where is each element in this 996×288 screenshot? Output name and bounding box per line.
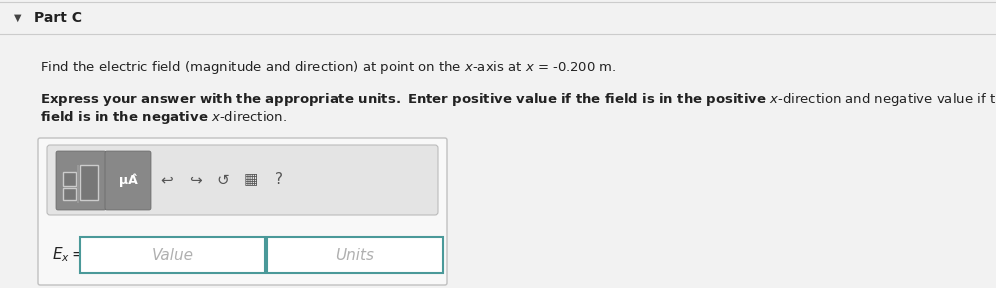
Bar [63, 188, 76, 200]
Text: Find the electric field (magnitude and direction) at point on the $\it{x}$-axis : Find the electric field (magnitude and d… [40, 60, 617, 77]
FancyBboxPatch shape [47, 145, 438, 215]
Bar [80, 237, 265, 273]
Text: ?: ? [275, 173, 283, 187]
Text: $\mathbf{Express\ your\ answer\ with\ the\ appropriate\ units.\ Enter\ positive\: $\mathbf{Express\ your\ answer\ with\ th… [40, 92, 996, 109]
Text: ↩: ↩ [160, 173, 173, 187]
Text: $\mathbf{field\ is\ in\ the\ negative\ }$$\mathbf{\mathit{x}}$$\mathbf{\text{-di: $\mathbf{field\ is\ in\ the\ negative\ }… [40, 109, 287, 126]
Text: μÂ: μÂ [119, 174, 137, 187]
Text: ↺: ↺ [216, 173, 229, 187]
Bar [63, 172, 76, 186]
Bar [267, 237, 443, 273]
Text: Part C: Part C [34, 11, 82, 25]
Text: ▦: ▦ [244, 173, 258, 187]
Text: $E_{x}$ =: $E_{x}$ = [52, 246, 85, 264]
FancyBboxPatch shape [105, 151, 151, 210]
FancyBboxPatch shape [56, 151, 106, 210]
FancyBboxPatch shape [38, 138, 447, 285]
Bar [80, 165, 98, 200]
Text: Units: Units [336, 247, 374, 262]
Text: ▼: ▼ [14, 13, 22, 23]
Text: ↪: ↪ [188, 173, 201, 187]
Text: Value: Value [151, 247, 193, 262]
